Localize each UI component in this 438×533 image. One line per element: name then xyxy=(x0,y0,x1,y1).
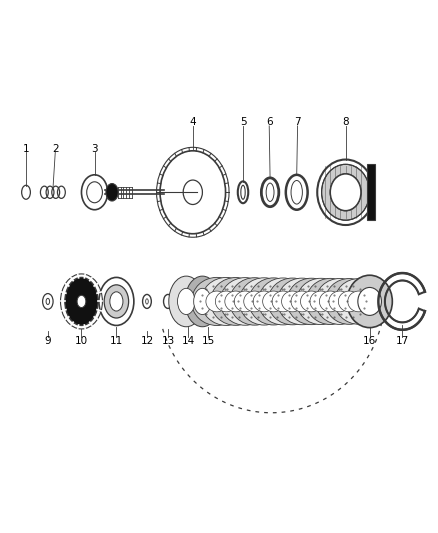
Ellipse shape xyxy=(297,278,345,325)
Ellipse shape xyxy=(169,276,204,327)
Ellipse shape xyxy=(244,291,265,312)
Ellipse shape xyxy=(211,278,261,325)
Ellipse shape xyxy=(319,291,341,312)
Ellipse shape xyxy=(206,291,228,312)
Ellipse shape xyxy=(310,291,332,312)
Ellipse shape xyxy=(194,288,211,314)
Text: 1: 1 xyxy=(23,143,29,154)
Text: 3: 3 xyxy=(91,143,98,154)
Text: 2: 2 xyxy=(52,143,59,154)
Ellipse shape xyxy=(330,174,361,211)
Text: 15: 15 xyxy=(201,336,215,346)
Ellipse shape xyxy=(300,291,322,312)
Text: 9: 9 xyxy=(45,336,51,346)
Ellipse shape xyxy=(191,277,242,326)
Ellipse shape xyxy=(185,276,220,327)
Text: 6: 6 xyxy=(266,117,272,127)
Text: 16: 16 xyxy=(363,336,376,346)
Ellipse shape xyxy=(253,291,275,312)
Text: 12: 12 xyxy=(140,336,154,346)
Ellipse shape xyxy=(234,291,256,312)
Ellipse shape xyxy=(282,291,304,312)
Text: 7: 7 xyxy=(294,117,301,127)
Ellipse shape xyxy=(291,291,313,312)
Ellipse shape xyxy=(338,291,360,312)
Text: 5: 5 xyxy=(240,117,246,127)
Ellipse shape xyxy=(215,291,237,312)
Ellipse shape xyxy=(277,278,326,325)
Ellipse shape xyxy=(225,291,247,312)
Ellipse shape xyxy=(177,288,195,314)
Ellipse shape xyxy=(316,278,364,325)
Ellipse shape xyxy=(358,287,381,316)
Ellipse shape xyxy=(268,278,317,325)
Ellipse shape xyxy=(239,278,289,325)
Ellipse shape xyxy=(306,278,355,325)
Ellipse shape xyxy=(272,291,294,312)
Ellipse shape xyxy=(287,278,336,325)
Ellipse shape xyxy=(220,278,270,325)
Ellipse shape xyxy=(329,291,351,312)
Ellipse shape xyxy=(104,285,129,318)
Text: 4: 4 xyxy=(190,117,196,127)
Ellipse shape xyxy=(347,275,392,328)
Ellipse shape xyxy=(335,279,383,324)
Text: 10: 10 xyxy=(75,336,88,346)
Ellipse shape xyxy=(321,164,370,220)
Text: 11: 11 xyxy=(110,336,123,346)
Text: 8: 8 xyxy=(343,117,349,127)
Bar xyxy=(367,164,375,220)
Ellipse shape xyxy=(65,277,98,326)
Ellipse shape xyxy=(106,183,118,201)
Text: 17: 17 xyxy=(396,336,409,346)
Ellipse shape xyxy=(201,278,251,326)
Ellipse shape xyxy=(348,291,370,312)
Ellipse shape xyxy=(325,279,373,324)
Text: 13: 13 xyxy=(162,336,175,346)
Ellipse shape xyxy=(77,295,86,308)
Ellipse shape xyxy=(263,291,285,312)
Ellipse shape xyxy=(230,278,279,325)
Ellipse shape xyxy=(249,278,298,325)
Ellipse shape xyxy=(110,292,123,311)
Ellipse shape xyxy=(258,278,308,325)
Text: 14: 14 xyxy=(182,336,195,346)
